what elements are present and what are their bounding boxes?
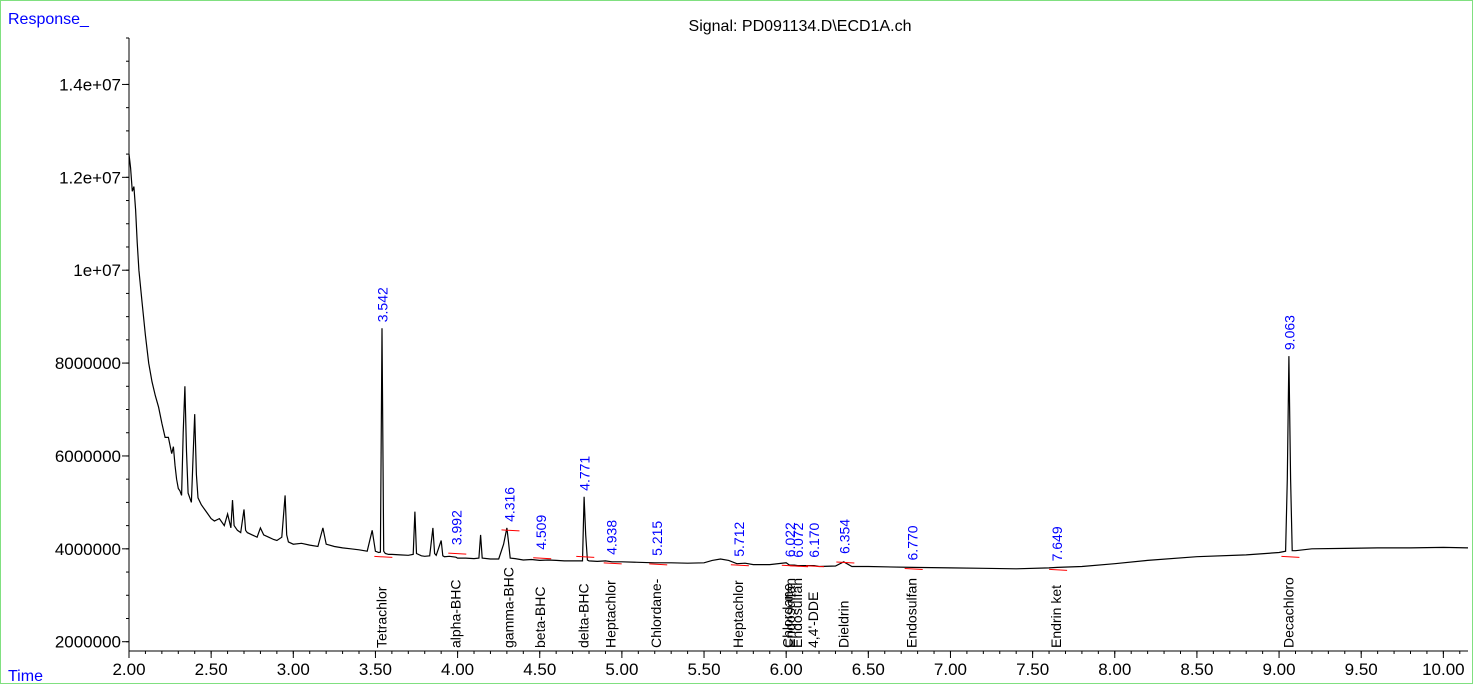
x-tick-label: 3.50 [359,660,392,679]
peak-rt-label: 4.509 [533,515,549,550]
compound-label: Chlordane- [648,578,664,648]
compound-labels: Tetrachlor alpha-BHC gamma-BHC beta-BHC delt… [373,567,1296,648]
compound-label: Endosulfan [782,578,798,648]
x-axis-label: Time [8,668,43,684]
peak-rt-label: 3.542 [374,287,390,322]
x-tick-label: 6.50 [852,660,885,679]
x-tick-label: 9.00 [1263,660,1296,679]
chart-title: Signal: PD091134.D\ECD1A.ch [689,18,912,35]
x-tick-label: 5.50 [687,660,720,679]
x-tick-label: 8.50 [1180,660,1213,679]
peak-rt-label: 4.316 [502,487,518,522]
y-axis-label: Response_ [8,11,90,28]
peak-rt-label: 6.072 [790,522,806,557]
baseline-mark [576,555,595,558]
baseline-mark [730,564,749,567]
baseline-mark [789,565,809,568]
compound-label: delta-BHC [575,583,591,648]
x-tick-label: 7.50 [1016,660,1049,679]
y-tick-label: 6000000 [55,447,121,466]
baseline-mark [603,562,622,565]
compound-label: Endosulfan [904,578,920,648]
x-tick-label: 2.50 [195,660,228,679]
baseline-mark [904,567,923,570]
signal-trace [128,154,1469,570]
compound-label: Endrin ket [1048,585,1064,648]
baseline-mark [501,529,520,532]
compound-label: gamma-BHC [501,567,517,648]
y-tick-label: 1.4e+07 [59,75,121,94]
compound-label: Dieldrin [835,601,851,648]
y-tick-label: 4000000 [55,540,121,559]
peak-rt-label: 5.215 [649,521,665,556]
peak-rt-label: 6.170 [806,522,822,557]
x-tick-label: 6.00 [770,660,803,679]
compound-label: Heptachlor [603,580,619,648]
compound-label: Chlordane [780,583,796,648]
peak-rt-label: 6.354 [836,519,852,554]
axes: 2.00 2.50 3.00 3.50 4.00 4.50 5.00 5.50 6.00 6.50… [55,37,1468,679]
x-tick-label: 2.00 [112,660,145,679]
x-tick-label: 8.00 [1098,660,1131,679]
baseline-mark [374,555,393,558]
compound-label: Heptachlor [730,580,746,648]
baseline-mark [1281,555,1300,558]
baseline-mark [836,561,855,564]
x-tick-label: 10.00 [1422,660,1465,679]
x-tick-label: 4.50 [523,660,556,679]
peak-rt-label: 7.649 [1049,526,1065,561]
y-tick-label: 2000000 [55,633,121,652]
compound-label: Decachloro [1280,577,1296,648]
x-tick-label: 9.50 [1345,660,1378,679]
compound-label: Endosulfan [789,578,805,648]
peak-labels: 3.542 3.992 4.316 4.509 4.771 4.938 5.215 5.712… [374,287,1297,561]
compound-label: 4,4'-DDE [805,592,821,648]
peak-rt-label: 3.992 [448,510,464,545]
peak-rt-label: 6.022 [782,522,798,557]
y-tick-label: 1e+07 [73,261,121,280]
baseline-mark [1049,568,1068,571]
x-tick-label: 7.00 [934,660,967,679]
peak-rt-label: 5.712 [731,522,747,557]
y-tick-label: 8000000 [55,354,121,373]
baseline-marks [374,529,1300,571]
x-tick-label: 3.00 [277,660,310,679]
peak-rt-label: 4.938 [604,520,620,555]
baseline-mark [448,552,467,555]
compound-label: alpha-BHC [447,580,463,648]
x-tick-label: 4.00 [441,660,474,679]
peak-rt-label: 9.063 [1281,315,1297,350]
compound-label: Tetrachlor [373,586,389,648]
compound-label: beta-BHC [532,587,548,648]
y-tick-label: 1.2e+07 [59,168,121,187]
baseline-mark [649,563,668,566]
baseline-mark [806,565,825,568]
baseline-mark [533,557,552,560]
peak-rt-label: 4.771 [576,456,592,491]
x-tick-label: 5.00 [605,660,638,679]
peak-rt-label: 6.770 [905,525,921,560]
trace-group [128,154,1469,570]
